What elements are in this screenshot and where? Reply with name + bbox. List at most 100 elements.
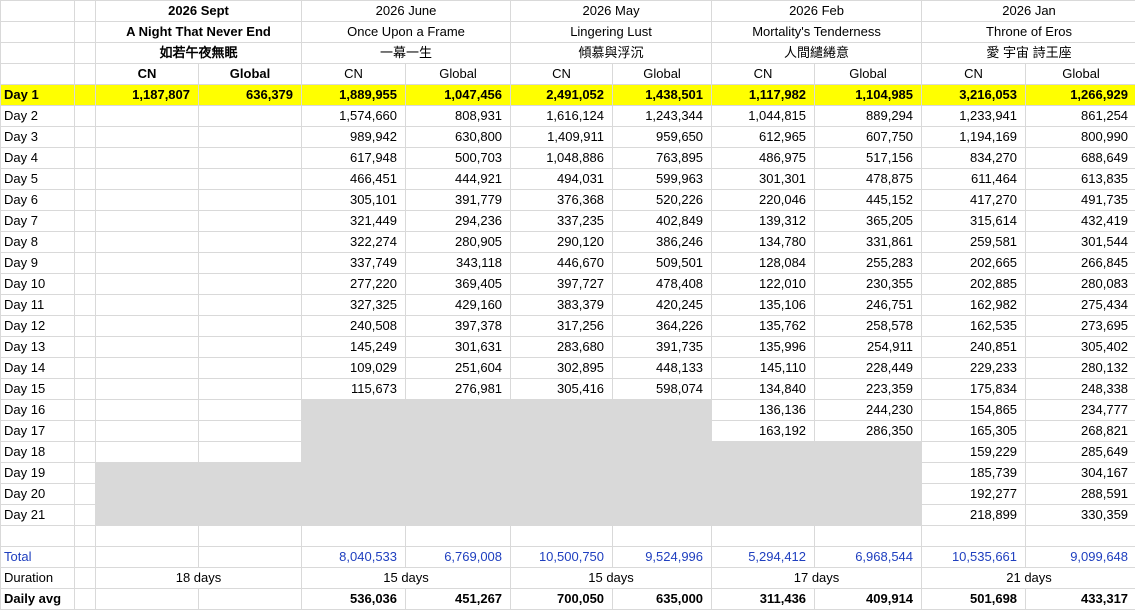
- spacer-cell[interactable]: [75, 253, 96, 274]
- value-cell[interactable]: [96, 358, 199, 379]
- value-cell[interactable]: 613,835: [1026, 169, 1135, 190]
- value-cell[interactable]: 162,982: [922, 295, 1026, 316]
- value-cell[interactable]: [96, 232, 199, 253]
- empty-cell[interactable]: [199, 526, 302, 547]
- value-cell[interactable]: 294,236: [406, 211, 511, 232]
- value-cell[interactable]: 402,849: [613, 211, 712, 232]
- empty-cell[interactable]: [613, 526, 712, 547]
- value-cell[interactable]: 861,254: [1026, 106, 1135, 127]
- value-cell[interactable]: 417,270: [922, 190, 1026, 211]
- value-cell[interactable]: 607,750: [815, 127, 922, 148]
- spacer-cell[interactable]: [75, 295, 96, 316]
- value-cell[interactable]: 520,226: [613, 190, 712, 211]
- spacer-cell[interactable]: [75, 484, 96, 505]
- value-cell[interactable]: 331,861: [815, 232, 922, 253]
- value-cell[interactable]: [199, 484, 302, 505]
- spacer-cell[interactable]: [75, 274, 96, 295]
- value-cell[interactable]: 478,875: [815, 169, 922, 190]
- day-label[interactable]: Day 1: [1, 85, 75, 106]
- value-cell[interactable]: [96, 211, 199, 232]
- value-cell[interactable]: 229,233: [922, 358, 1026, 379]
- value-cell[interactable]: 598,074: [613, 379, 712, 400]
- value-cell[interactable]: 599,963: [613, 169, 712, 190]
- value-cell[interactable]: 135,106: [712, 295, 815, 316]
- cn-column-header[interactable]: CN: [96, 64, 199, 85]
- value-cell[interactable]: 343,118: [406, 253, 511, 274]
- value-cell[interactable]: 1,047,456: [406, 85, 511, 106]
- value-cell[interactable]: 1,048,886: [511, 148, 613, 169]
- spacer-cell[interactable]: [75, 379, 96, 400]
- value-cell[interactable]: 612,965: [712, 127, 815, 148]
- value-cell[interactable]: 429,160: [406, 295, 511, 316]
- value-cell[interactable]: [96, 421, 199, 442]
- value-cell[interactable]: 285,649: [1026, 442, 1135, 463]
- value-cell[interactable]: 162,535: [922, 316, 1026, 337]
- value-cell[interactable]: 230,355: [815, 274, 922, 295]
- value-cell[interactable]: 280,132: [1026, 358, 1135, 379]
- value-cell[interactable]: 959,650: [613, 127, 712, 148]
- value-cell[interactable]: [199, 442, 302, 463]
- value-cell[interactable]: 365,205: [815, 211, 922, 232]
- day-label[interactable]: Day 11: [1, 295, 75, 316]
- value-cell[interactable]: [199, 379, 302, 400]
- spacer-cell[interactable]: [75, 316, 96, 337]
- value-cell[interactable]: 636,379: [199, 85, 302, 106]
- day-label[interactable]: Day 7: [1, 211, 75, 232]
- film-title-en[interactable]: Once Upon a Frame: [302, 22, 511, 43]
- value-cell[interactable]: [815, 463, 922, 484]
- value-cell[interactable]: 889,294: [815, 106, 922, 127]
- value-cell[interactable]: 2,491,052: [511, 85, 613, 106]
- spacer-cell[interactable]: [75, 232, 96, 253]
- global-column-header[interactable]: Global: [406, 64, 511, 85]
- value-cell[interactable]: 286,350: [815, 421, 922, 442]
- total-value[interactable]: [96, 547, 199, 568]
- value-cell[interactable]: 240,851: [922, 337, 1026, 358]
- total-value[interactable]: 10,500,750: [511, 547, 613, 568]
- value-cell[interactable]: [302, 421, 406, 442]
- value-cell[interactable]: 448,133: [613, 358, 712, 379]
- value-cell[interactable]: [199, 358, 302, 379]
- value-cell[interactable]: 283,680: [511, 337, 613, 358]
- value-cell[interactable]: [96, 253, 199, 274]
- value-cell[interactable]: 248,338: [1026, 379, 1135, 400]
- value-cell[interactable]: 145,110: [712, 358, 815, 379]
- value-cell[interactable]: [302, 505, 406, 526]
- value-cell[interactable]: 134,780: [712, 232, 815, 253]
- value-cell[interactable]: 397,727: [511, 274, 613, 295]
- spacer-cell[interactable]: [75, 85, 96, 106]
- value-cell[interactable]: 288,591: [1026, 484, 1135, 505]
- value-cell[interactable]: 268,821: [1026, 421, 1135, 442]
- value-cell[interactable]: 834,270: [922, 148, 1026, 169]
- empty-cell[interactable]: [922, 526, 1026, 547]
- value-cell[interactable]: 234,777: [1026, 400, 1135, 421]
- day-label[interactable]: Day 16: [1, 400, 75, 421]
- cn-column-header[interactable]: CN: [922, 64, 1026, 85]
- value-cell[interactable]: 337,749: [302, 253, 406, 274]
- film-title-cn[interactable]: 一幕一生: [302, 43, 511, 64]
- value-cell[interactable]: 1,187,807: [96, 85, 199, 106]
- value-cell[interactable]: [712, 484, 815, 505]
- value-cell[interactable]: [96, 484, 199, 505]
- value-cell[interactable]: [96, 190, 199, 211]
- spacer-cell[interactable]: [75, 400, 96, 421]
- day-label[interactable]: Day 9: [1, 253, 75, 274]
- empty-cell[interactable]: [1026, 526, 1135, 547]
- film-title-cn[interactable]: 如若午夜無眠: [96, 43, 302, 64]
- value-cell[interactable]: [712, 442, 815, 463]
- value-cell[interactable]: [199, 106, 302, 127]
- daily-avg-value[interactable]: 451,267: [406, 589, 511, 610]
- value-cell[interactable]: 444,921: [406, 169, 511, 190]
- value-cell[interactable]: 109,029: [302, 358, 406, 379]
- value-cell[interactable]: [199, 148, 302, 169]
- value-cell[interactable]: [199, 463, 302, 484]
- value-cell[interactable]: 391,779: [406, 190, 511, 211]
- value-cell[interactable]: 478,408: [613, 274, 712, 295]
- value-cell[interactable]: 251,604: [406, 358, 511, 379]
- value-cell[interactable]: 1,409,911: [511, 127, 613, 148]
- day-label[interactable]: Day 5: [1, 169, 75, 190]
- cn-column-header[interactable]: CN: [302, 64, 406, 85]
- value-cell[interactable]: 369,405: [406, 274, 511, 295]
- film-title-cn[interactable]: 愛 宇宙 詩王座: [922, 43, 1135, 64]
- day-label[interactable]: Day 3: [1, 127, 75, 148]
- value-cell[interactable]: 322,274: [302, 232, 406, 253]
